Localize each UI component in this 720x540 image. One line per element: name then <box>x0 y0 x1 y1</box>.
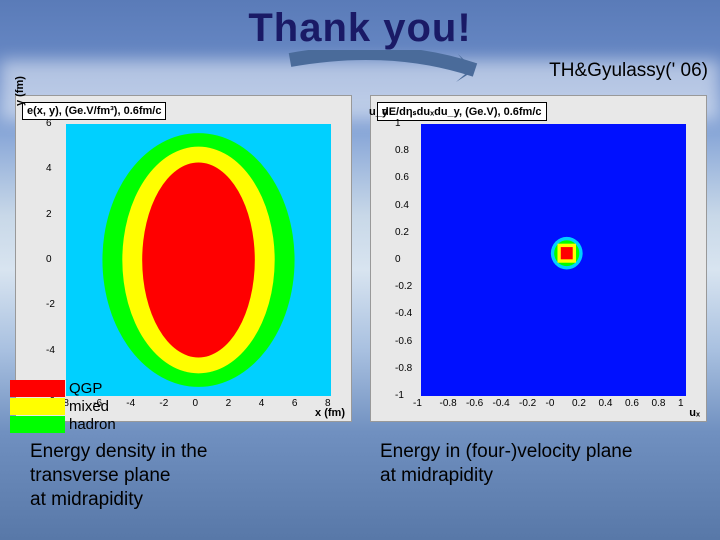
legend-item-qgp: QGP <box>10 380 116 397</box>
right-plot-svg <box>421 124 686 396</box>
tick: 0.2 <box>572 398 586 409</box>
tick: -0 <box>546 398 555 409</box>
left-xlabel: x (fm) <box>315 407 345 419</box>
slide-root: Thank you! TH&Gyulassy(' 06) e(x, y), (G… <box>0 0 720 540</box>
tick: 1 <box>678 398 684 409</box>
tick: 0.8 <box>395 145 409 156</box>
tick: -0.8 <box>440 398 457 409</box>
tick: 0.4 <box>599 398 613 409</box>
legend-label-qgp: QGP <box>69 380 102 397</box>
tick: 2 <box>226 398 232 409</box>
legend-label-hadron: hadron <box>69 416 116 433</box>
tick: -0.2 <box>395 281 412 292</box>
left-ylabel: y (fm) <box>14 76 26 106</box>
left-plot-svg <box>66 124 331 396</box>
tick: -0.6 <box>466 398 483 409</box>
right-plot-panel: dE/dηₛduₓdu_y, (Ge.V), 0.6fm/c u_y -1 -0.… <box>370 95 707 422</box>
tick: 0.8 <box>652 398 666 409</box>
tick: 4 <box>259 398 265 409</box>
legend-swatch-mixed <box>10 398 65 415</box>
tick: 0.6 <box>395 172 409 183</box>
tick: 6 <box>292 398 298 409</box>
arrow-icon <box>280 50 500 90</box>
tick: -0.2 <box>519 398 536 409</box>
tick: 4 <box>46 163 52 174</box>
tick: -1 <box>395 390 404 401</box>
tick: 0.2 <box>395 227 409 238</box>
legend-label-mixed: mixed <box>69 398 109 415</box>
tick: 2 <box>46 209 52 220</box>
right-ylabel: u_y <box>369 106 388 118</box>
tick: 0 <box>395 254 401 265</box>
left-plot-panel: e(x, y), (Ge.V/fm³), 0.6fm/c y (fm) -8-6… <box>15 95 352 422</box>
right-xlabel: uₓ <box>689 407 700 419</box>
citation-text: TH&Gyulassy(' 06) <box>549 60 708 82</box>
tick: -0.4 <box>493 398 510 409</box>
right-plot-title: dE/dηₛduₓdu_y, (Ge.V), 0.6fm/c <box>377 102 547 121</box>
tick: 6 <box>46 118 52 129</box>
tick: -2 <box>159 398 168 409</box>
tick: -0.4 <box>395 308 412 319</box>
tick: 1 <box>395 118 401 129</box>
legend-item-hadron: hadron <box>10 416 116 433</box>
caption-right: Energy in (four-)velocity planeat midrap… <box>380 440 632 488</box>
tick: -2 <box>46 299 55 310</box>
caption-left: Energy density in thetransverse planeat … <box>30 440 207 511</box>
slide-title: Thank you! <box>0 6 720 51</box>
tick: -0.8 <box>395 363 412 374</box>
left-plot-title: e(x, y), (Ge.V/fm³), 0.6fm/c <box>22 102 166 120</box>
legend-item-mixed: mixed <box>10 398 116 415</box>
tick: 0.4 <box>395 200 409 211</box>
tick: -0.6 <box>395 336 412 347</box>
legend-swatch-hadron <box>10 416 65 433</box>
tick: 0 <box>193 398 199 409</box>
tick: 0 <box>46 254 52 265</box>
tick: 0.6 <box>625 398 639 409</box>
tick: -4 <box>126 398 135 409</box>
legend-swatch-qgp <box>10 380 65 397</box>
tick: -1 <box>413 398 422 409</box>
tick: -4 <box>46 345 55 356</box>
legend: QGP mixed hadron <box>10 380 116 434</box>
